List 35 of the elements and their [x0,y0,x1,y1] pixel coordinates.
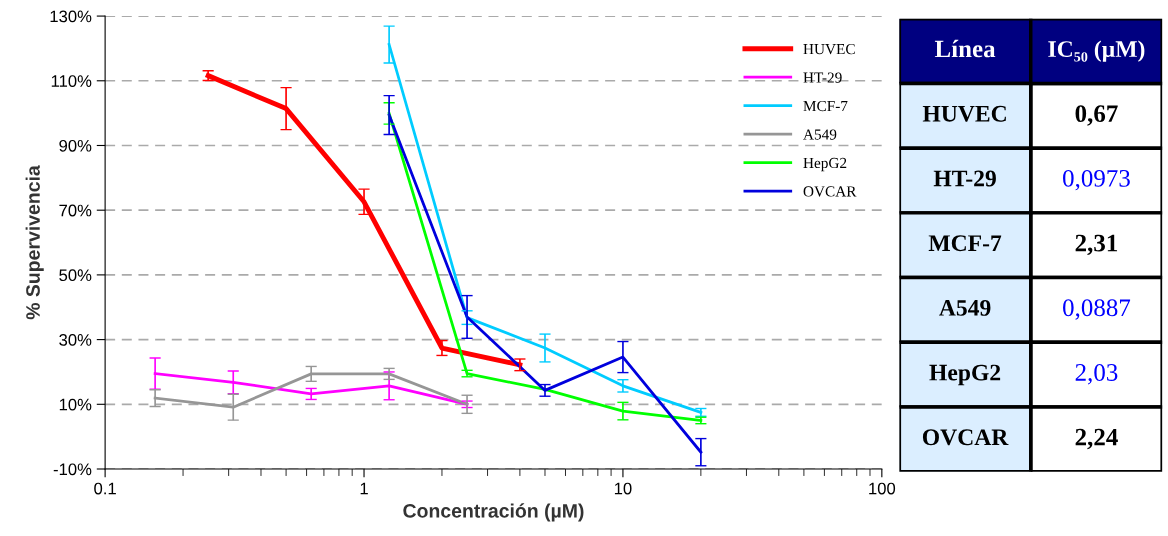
legend-label: HepG2 [803,157,847,172]
legend-label: HUVEC [803,44,855,55]
x-tick-label: 1 [360,482,368,495]
category-label: IC₅₀ (µM) [1048,40,1145,62]
legend-label: MCF-7 [803,100,848,112]
text: 2,03 [1075,364,1118,385]
legend-label: OVCAR [803,186,857,197]
legend-label: A549 [803,129,837,140]
text: 0,0973 [1063,169,1130,191]
line-series [205,73,523,368]
y-tick-label: 30% [59,334,92,346]
category-label: HT-29 [933,170,996,187]
category-label: A549 [939,299,991,316]
x-tick-label: 100 [869,482,896,495]
x-axis-title: Concentración (µM) [403,503,584,522]
text: Línea [934,39,996,58]
y-tick-label: 10% [59,398,92,411]
category-label: MCF-7 [928,235,1002,252]
y-axis-title: % Supervivencia [25,165,44,320]
y-tick-label: -10% [53,463,92,476]
y-tick-label: 130% [50,10,92,23]
text: 0,0887 [1063,299,1131,320]
legend-label: HT-29 [803,72,842,83]
text: 2,31 [1075,234,1118,256]
y-tick-label: 110% [51,75,92,87]
category-label: HepG2 [929,364,1001,386]
text: 2,24 [1075,428,1118,450]
y-tick-label: 50% [59,269,92,282]
x-tick-label: 0.1 [94,482,116,495]
text: 0,67 [1075,105,1118,126]
x-tick-label: 10 [614,482,632,495]
category-label: HUVEC [922,105,1006,122]
y-tick-label: 90% [59,139,92,152]
y-tick-label: 70% [59,204,92,217]
category-label: OVCAR [922,429,1009,446]
